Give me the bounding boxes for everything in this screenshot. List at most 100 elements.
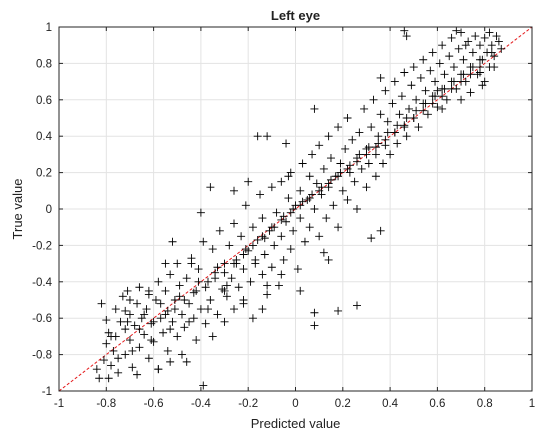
- data-point: [182, 357, 191, 366]
- data-point: [293, 265, 302, 274]
- data-point: [435, 59, 444, 68]
- data-point: [92, 365, 101, 374]
- x-tick-label: 0: [292, 398, 298, 410]
- data-point: [166, 270, 175, 279]
- data-point: [419, 106, 428, 115]
- data-points: [92, 26, 506, 390]
- data-point: [144, 286, 153, 295]
- chart-title: Left eye: [271, 8, 320, 23]
- data-point: [213, 263, 222, 272]
- data-point: [393, 121, 402, 130]
- data-point: [369, 95, 378, 104]
- data-point: [390, 77, 399, 86]
- data-point: [159, 328, 168, 337]
- data-point: [239, 250, 248, 259]
- data-point: [402, 132, 411, 141]
- data-point: [282, 139, 291, 148]
- data-point: [258, 232, 267, 241]
- data-point: [334, 223, 343, 232]
- data-point: [388, 99, 397, 108]
- data-point: [267, 223, 276, 232]
- data-point: [263, 281, 272, 290]
- data-point: [180, 323, 189, 332]
- data-point: [296, 214, 305, 223]
- data-point: [251, 255, 260, 264]
- data-point: [324, 255, 333, 264]
- data-point: [442, 95, 451, 104]
- data-point: [440, 70, 449, 79]
- data-point: [230, 219, 239, 228]
- data-point: [161, 259, 170, 268]
- data-point: [170, 305, 179, 314]
- data-point: [336, 159, 345, 168]
- data-point: [447, 84, 456, 93]
- data-point: [454, 44, 463, 53]
- data-point: [315, 232, 324, 241]
- data-point: [421, 99, 430, 108]
- data-point: [371, 172, 380, 181]
- data-point: [189, 288, 198, 297]
- data-point: [253, 235, 262, 244]
- data-point: [286, 245, 295, 254]
- data-point: [326, 154, 335, 163]
- y-tick-label: -0.2: [32, 240, 52, 252]
- data-point: [163, 346, 172, 355]
- data-point: [220, 317, 229, 326]
- data-point: [315, 186, 324, 195]
- data-point: [246, 277, 255, 286]
- data-point: [227, 274, 236, 283]
- data-point: [140, 330, 149, 339]
- data-point: [419, 55, 428, 64]
- y-tick-label: -0.6: [32, 313, 52, 325]
- x-tick-label: 0.8: [477, 398, 493, 410]
- data-point: [376, 110, 385, 119]
- data-point: [201, 283, 210, 292]
- data-point: [107, 361, 116, 370]
- data-point: [490, 63, 499, 72]
- data-point: [99, 356, 108, 365]
- data-point: [352, 157, 361, 166]
- y-tick-label: -1: [42, 386, 52, 398]
- data-point: [220, 268, 229, 277]
- data-point: [220, 259, 229, 268]
- data-point: [161, 310, 170, 319]
- data-point: [433, 86, 442, 95]
- data-point: [350, 177, 359, 186]
- data-point: [400, 26, 409, 35]
- reference-line-y-equals-x: [58, 26, 533, 392]
- data-point: [357, 164, 366, 173]
- y-axis-label: True value: [10, 179, 25, 240]
- data-point: [324, 179, 333, 188]
- data-point: [135, 325, 144, 334]
- data-point: [352, 205, 361, 213]
- data-point: [475, 68, 484, 77]
- data-point: [371, 150, 380, 159]
- data-point: [475, 41, 484, 50]
- data-point: [459, 70, 468, 79]
- data-point: [156, 314, 165, 323]
- x-tick-labels: -1 -0.8 -0.6 -0.4 -0.2 0 0.2 0.4 0.6 0.8 1: [54, 398, 535, 410]
- data-point: [277, 232, 286, 241]
- data-point: [440, 84, 449, 93]
- data-point: [248, 314, 257, 323]
- data-point: [409, 63, 418, 72]
- data-point: [412, 95, 421, 104]
- data-point: [310, 321, 319, 330]
- data-point: [168, 237, 177, 246]
- data-point: [431, 92, 440, 101]
- data-point: [310, 308, 319, 317]
- data-point: [315, 141, 324, 150]
- data-point: [194, 277, 203, 286]
- data-point: [111, 305, 120, 314]
- x-tick-label: -0.6: [144, 398, 164, 410]
- data-point: [457, 95, 466, 104]
- data-point: [248, 223, 257, 232]
- data-point: [125, 296, 134, 304]
- data-point: [390, 128, 399, 137]
- data-point: [192, 336, 201, 345]
- data-point: [428, 99, 437, 108]
- data-point: [376, 73, 385, 82]
- data-point: [196, 208, 205, 217]
- data-point: [97, 299, 106, 308]
- data-point: [289, 226, 298, 235]
